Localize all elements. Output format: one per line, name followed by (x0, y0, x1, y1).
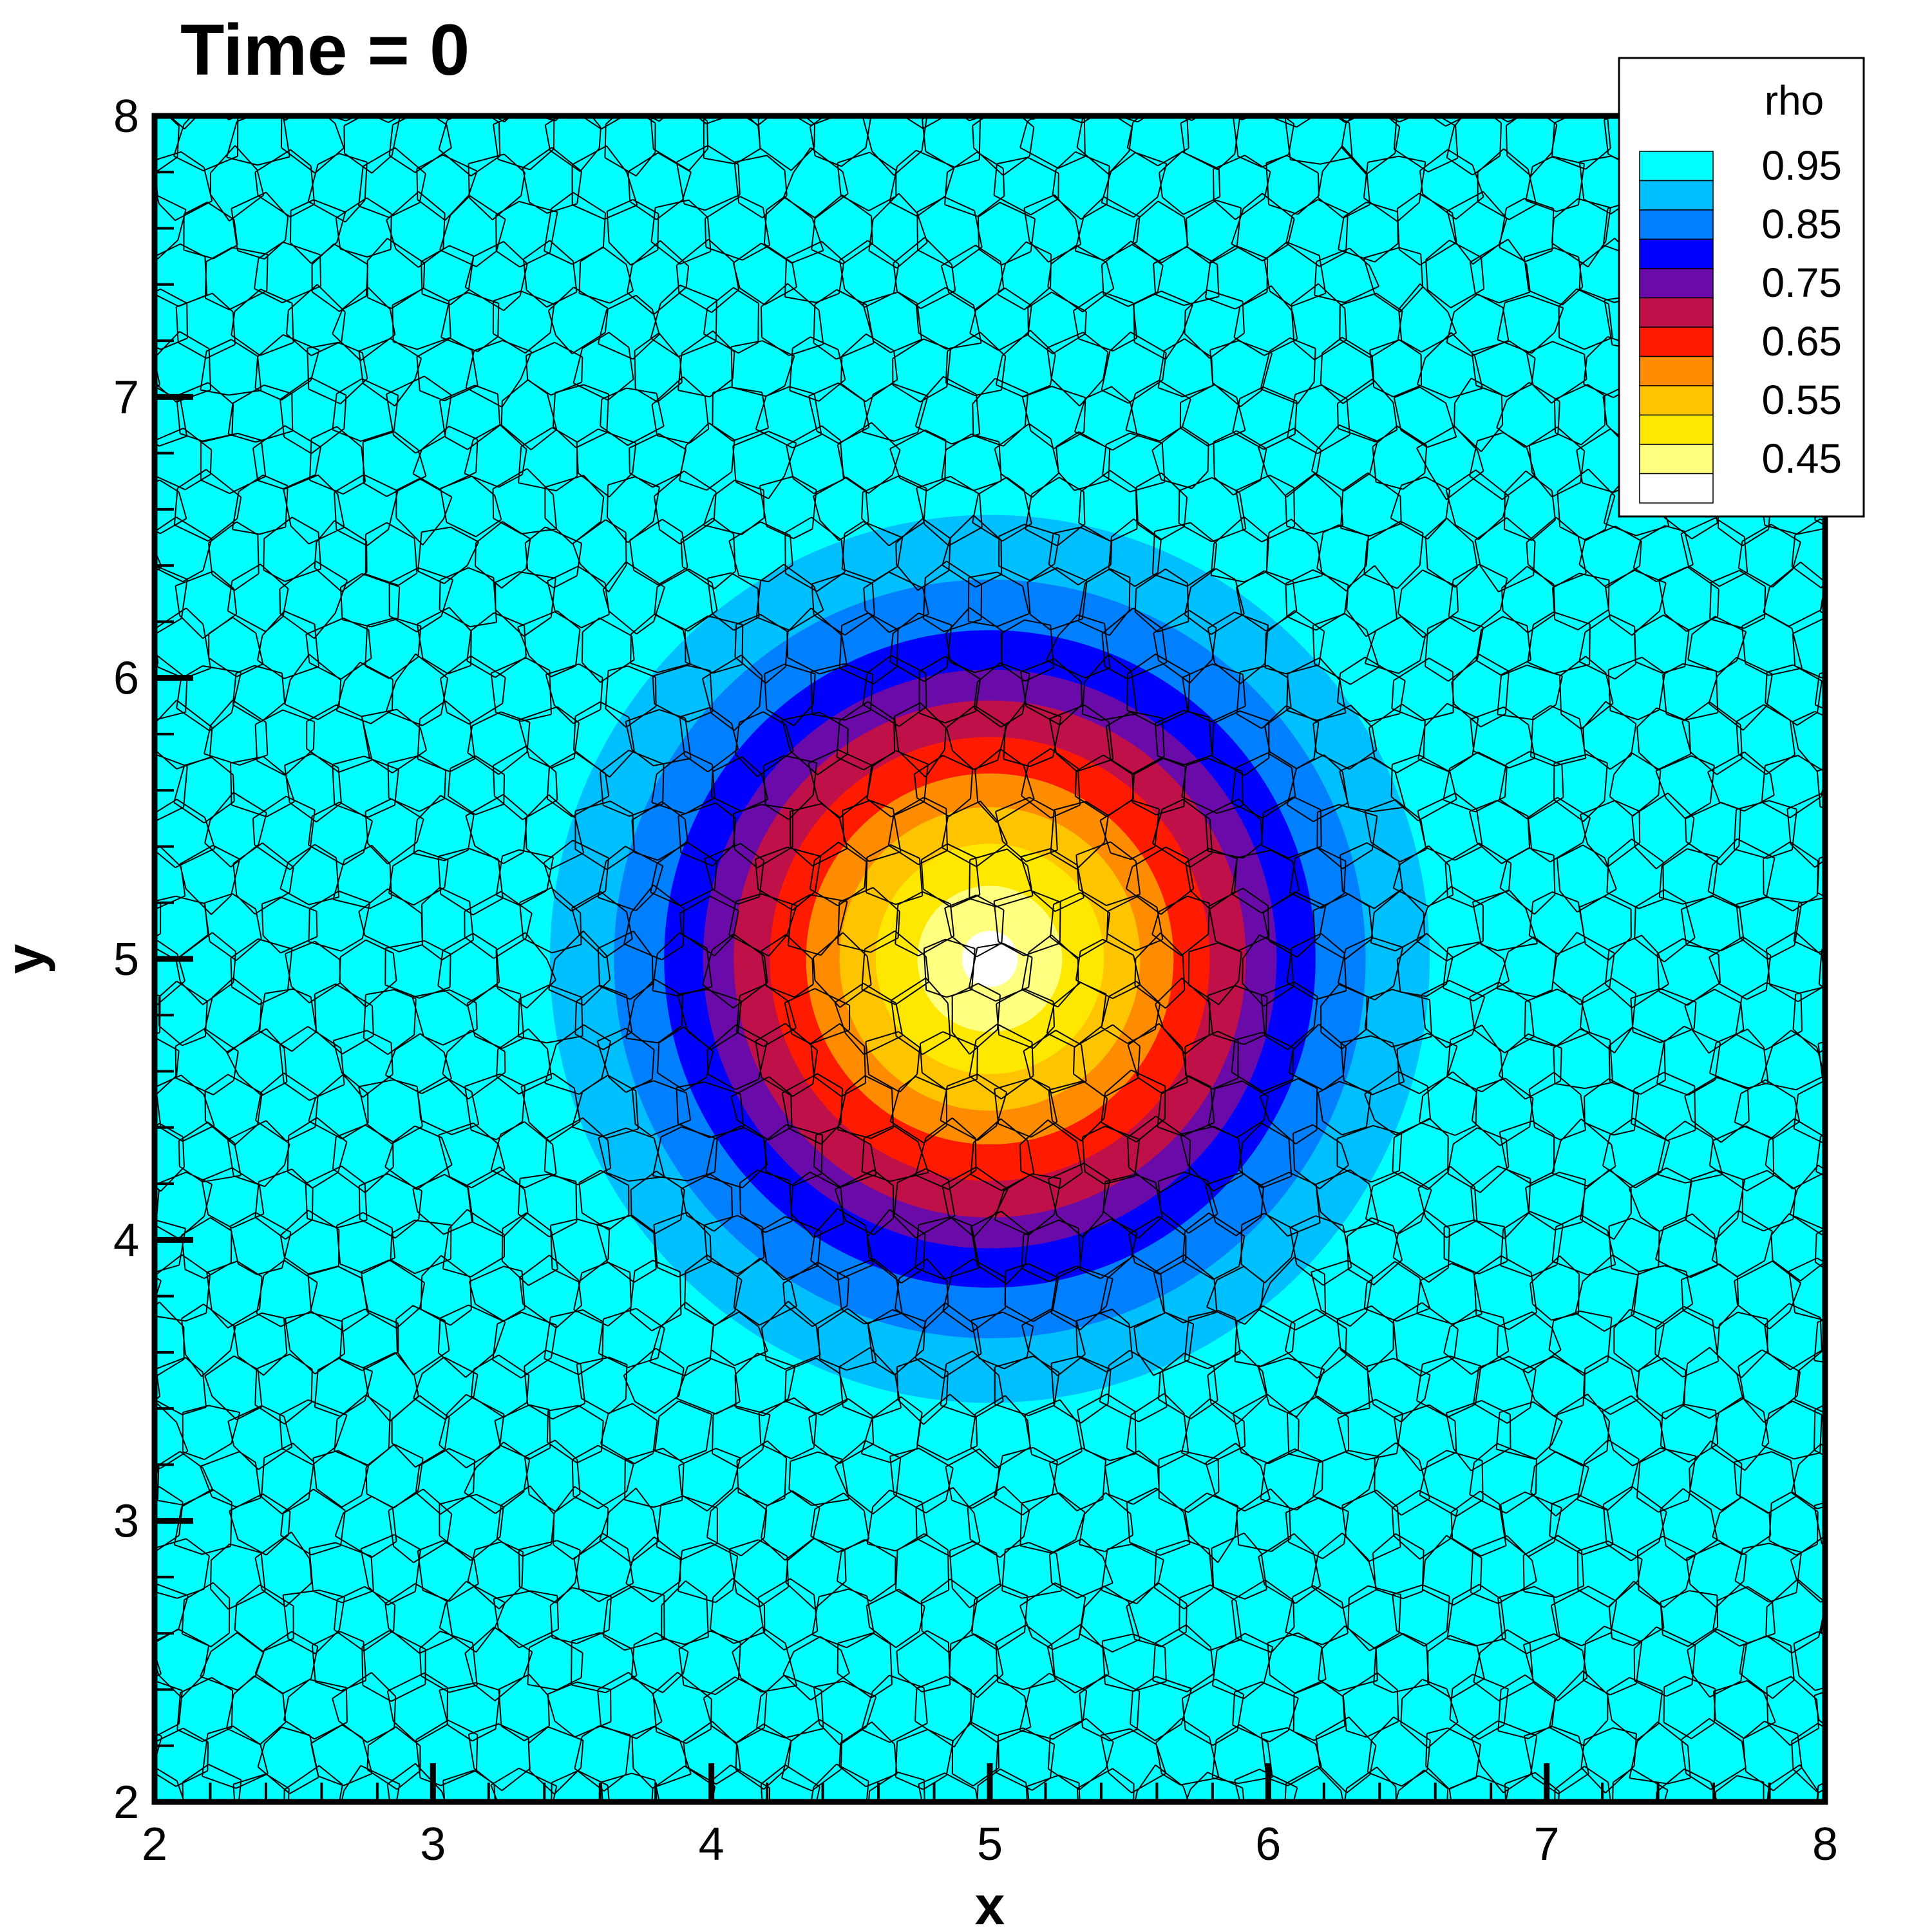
legend-title: rho (1765, 77, 1824, 124)
y-tick-label: 7 (113, 372, 139, 423)
legend-labels: 0.95 0.85 0.75 0.65 0.55 0.45 (1761, 142, 1842, 482)
legend-label: 0.85 (1761, 201, 1842, 247)
legend-swatch-0.45 (1639, 444, 1714, 475)
legend-swatch-0.40 (1639, 473, 1714, 504)
legend-swatch-0.80 (1639, 238, 1714, 269)
legend-swatch-0.65 (1639, 327, 1714, 357)
legend-label: 0.75 (1761, 260, 1842, 306)
legend-swatch-0.50 (1639, 414, 1714, 445)
legend-swatch-0.60 (1639, 355, 1714, 386)
contour-bands (549, 515, 1430, 1403)
legend-swatch-0.75 (1639, 268, 1714, 299)
x-tick-label: 3 (420, 1819, 446, 1870)
plot-area (151, 113, 1828, 1805)
legend-label: 0.55 (1761, 377, 1842, 423)
y-tick-label: 4 (113, 1215, 139, 1266)
legend-swatch-0.95 (1639, 151, 1714, 182)
y-tick-label: 2 (113, 1777, 139, 1828)
x-axis: 2 3 4 5 6 7 8 (142, 1763, 1838, 1870)
legend-swatch-0.70 (1639, 297, 1714, 328)
x-tick-label: 4 (699, 1819, 724, 1870)
y-axis: 2 3 4 5 6 7 8 (113, 91, 193, 1828)
x-tick-label: 7 (1534, 1819, 1560, 1870)
x-tick-label: 2 (142, 1819, 167, 1870)
legend-swatch-0.90 (1639, 180, 1714, 211)
legend-label: 0.95 (1761, 142, 1842, 189)
legend-swatch-0.85 (1639, 209, 1714, 240)
y-axis-title: y (0, 943, 55, 974)
legend-label: 0.65 (1761, 318, 1842, 365)
x-tick-label: 6 (1255, 1819, 1281, 1870)
y-tick-label: 8 (113, 91, 139, 142)
y-tick-label: 5 (113, 934, 139, 985)
plot-title: Time = 0 (180, 10, 469, 90)
legend-swatch-0.55 (1639, 385, 1714, 416)
legend-label: 0.45 (1761, 435, 1842, 482)
legend-swatches (1639, 151, 1714, 504)
legend: rho 0.95 0.85 0.75 0.65 0.55 0.45 (1618, 57, 1865, 518)
y-tick-label: 3 (113, 1496, 139, 1548)
axes: 2 3 4 5 6 7 8 2 3 4 5 6 7 8 (113, 91, 1838, 1870)
x-axis-title: x (975, 1875, 1005, 1932)
y-tick-label: 6 (113, 653, 139, 705)
x-tick-label: 8 (1812, 1819, 1838, 1870)
x-tick-label: 5 (977, 1819, 1003, 1870)
